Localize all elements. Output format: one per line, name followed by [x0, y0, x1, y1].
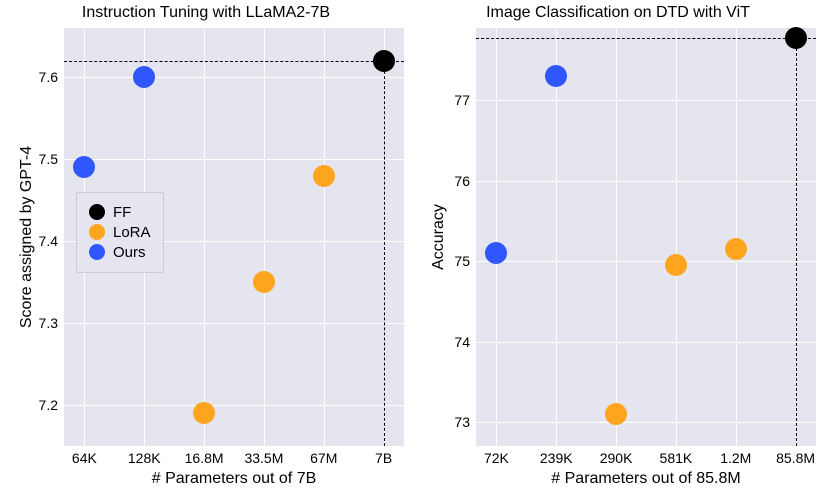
left-plot-area: 7.27.37.47.57.664K128K16.8M33.5M67M7BFFL… [64, 28, 404, 446]
ytick-label: 7.2 [39, 397, 64, 413]
left-title: Instruction Tuning with LLaMA2-7B [0, 4, 412, 22]
ytick-label: 77 [454, 92, 476, 108]
point-ours [485, 242, 507, 264]
xtick-label: 239K [540, 446, 573, 466]
point-ff [785, 27, 807, 49]
gridline-h [476, 100, 816, 101]
legend-label: Ours [113, 244, 146, 261]
xtick-label: 581K [660, 446, 693, 466]
right-title: Image Classification on DTD with ViT [412, 4, 824, 22]
xtick-label: 64K [72, 446, 97, 466]
ytick-label: 74 [454, 334, 476, 350]
xtick-label: 7B [375, 446, 392, 466]
gridline-h [476, 422, 816, 423]
point-ff [373, 50, 395, 72]
legend-label: LoRA [113, 224, 151, 241]
legend-marker-icon [89, 204, 105, 220]
xtick-label: 67M [310, 446, 337, 466]
ff-dashline-h [64, 61, 404, 62]
gridline-v [264, 28, 265, 446]
left-xlabel: # Parameters out of 7B [64, 470, 404, 488]
gridline-v [556, 28, 557, 446]
point-lora [193, 402, 215, 424]
gridline-h [64, 323, 404, 324]
ff-dashline-v [384, 61, 385, 446]
legend: FF LoRA Ours [76, 192, 164, 273]
xtick-label: 290K [600, 446, 633, 466]
gridline-v [676, 28, 677, 446]
point-lora [605, 403, 627, 425]
gridline-v [324, 28, 325, 446]
ytick-label: 7.5 [39, 151, 64, 167]
legend-row: LoRA [89, 224, 151, 241]
legend-label: FF [113, 204, 131, 221]
gridline-h [476, 342, 816, 343]
ff-dashline-h [476, 38, 816, 39]
point-ours [73, 156, 95, 178]
left-panel: Instruction Tuning with LLaMA2-7B 7.27.3… [0, 0, 412, 501]
xtick-label: 72K [484, 446, 509, 466]
point-ours [133, 66, 155, 88]
point-lora [665, 254, 687, 276]
gridline-h [64, 159, 404, 160]
legend-row: FF [89, 204, 151, 221]
ytick-label: 7.6 [39, 69, 64, 85]
gridline-v [736, 28, 737, 446]
right-xlabel: # Parameters out of 85.8M [476, 470, 816, 488]
gridline-v [204, 28, 205, 446]
gridline-h [64, 405, 404, 406]
ytick-label: 76 [454, 173, 476, 189]
xtick-label: 33.5M [244, 446, 283, 466]
legend-row: Ours [89, 244, 151, 261]
gridline-h [476, 181, 816, 182]
point-ours [545, 65, 567, 87]
xtick-label: 16.8M [185, 446, 224, 466]
ff-dashline-v [796, 38, 797, 446]
ytick-label: 7.4 [39, 233, 64, 249]
legend-marker-icon [89, 244, 105, 260]
xtick-label: 128K [128, 446, 161, 466]
xtick-label: 85.8M [776, 446, 815, 466]
gridline-v [496, 28, 497, 446]
gridline-h [64, 77, 404, 78]
point-lora [253, 271, 275, 293]
point-lora [313, 165, 335, 187]
legend-marker-icon [89, 224, 105, 240]
gridline-h [476, 261, 816, 262]
point-lora [725, 238, 747, 260]
ytick-label: 75 [454, 253, 476, 269]
right-plot-area: 737475767772K239K290K581K1.2M85.8M [476, 28, 816, 446]
ytick-label: 73 [454, 414, 476, 430]
ytick-label: 7.3 [39, 315, 64, 331]
right-panel: Image Classification on DTD with ViT 737… [412, 0, 824, 501]
left-ylabel: Score assigned by GPT-4 [18, 146, 36, 328]
right-ylabel: Accuracy [430, 204, 448, 270]
gridline-v [616, 28, 617, 446]
xtick-label: 1.2M [720, 446, 751, 466]
